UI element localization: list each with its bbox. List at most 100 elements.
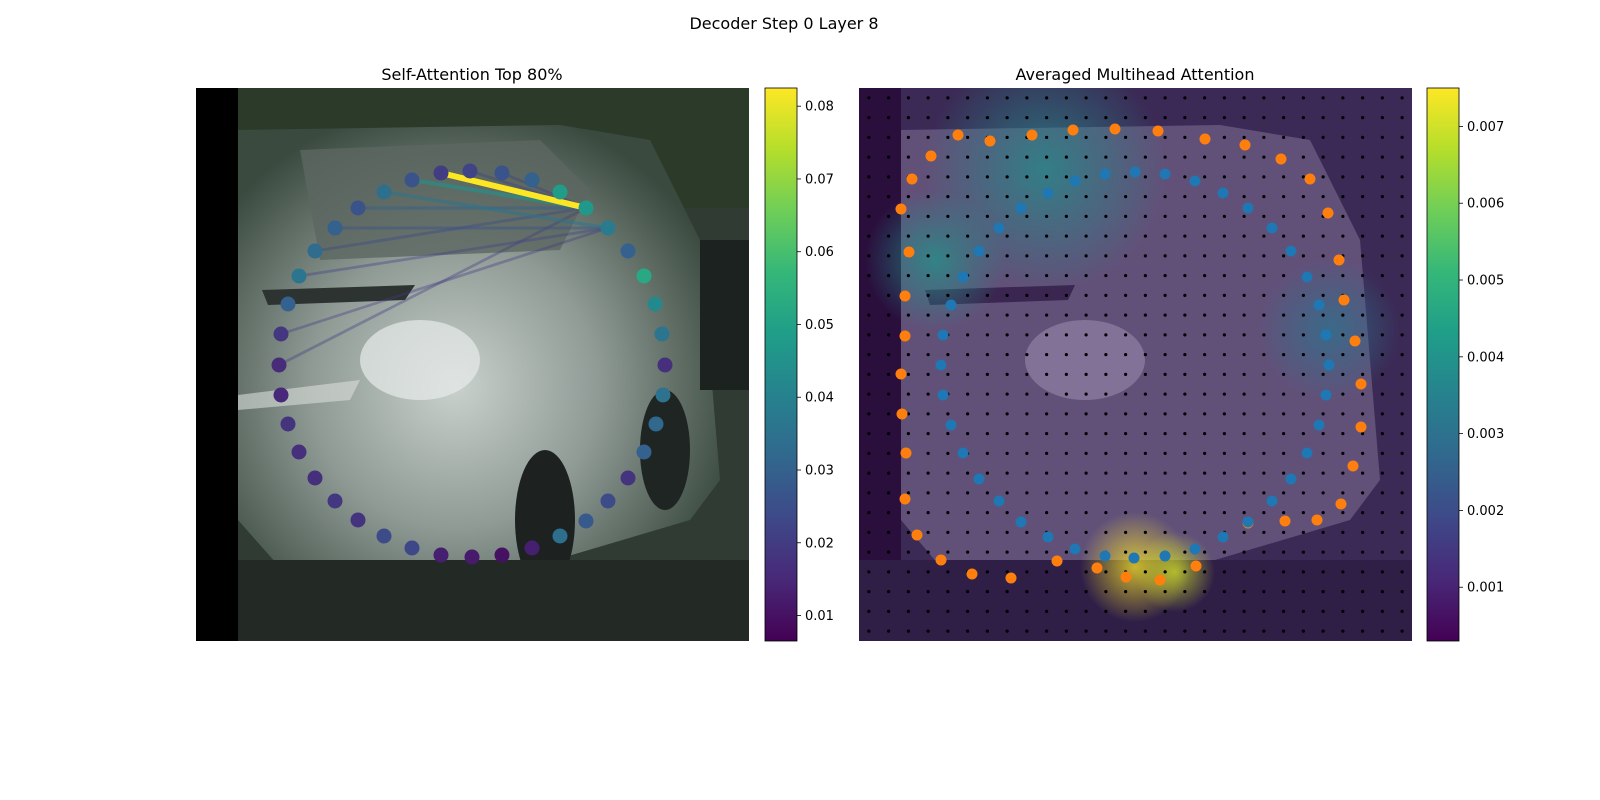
grid-point: [1222, 214, 1226, 218]
grid-point: [1262, 175, 1266, 179]
grid-point: [1361, 195, 1365, 199]
grid-point: [1025, 412, 1029, 416]
colorbar-tick-label: 0.004: [1467, 350, 1504, 365]
grid-point: [1104, 471, 1108, 475]
grid-point: [1321, 353, 1325, 357]
grid-point: [1064, 155, 1068, 159]
grid-point: [966, 372, 970, 376]
grid-point: [1262, 293, 1266, 297]
grid-point: [1222, 451, 1226, 455]
grid-point: [1183, 155, 1187, 159]
grid-point: [1104, 491, 1108, 495]
colorbar-tick-label: 0.05: [805, 318, 834, 333]
grid-point: [1282, 135, 1286, 139]
grid-point: [1380, 353, 1384, 357]
grid-point: [985, 491, 989, 495]
orange-point: [1120, 571, 1132, 583]
grid-point: [1025, 96, 1029, 100]
grid-point: [1045, 353, 1049, 357]
grid-point: [1361, 116, 1365, 120]
grid-point: [1380, 590, 1384, 594]
grid-point: [1045, 629, 1049, 633]
grid-point: [985, 629, 989, 633]
grid-point: [1361, 175, 1365, 179]
grid-point: [1262, 313, 1266, 317]
grid-point: [1301, 570, 1305, 574]
attention-point: [654, 326, 670, 342]
grid-point: [1341, 570, 1345, 574]
grid-point: [906, 530, 910, 534]
grid-point: [1104, 135, 1108, 139]
grid-point: [1400, 511, 1404, 515]
blue-point: [973, 473, 985, 485]
grid-point: [985, 471, 989, 475]
blue-point: [935, 359, 947, 371]
grid-point: [1262, 491, 1266, 495]
grid-point: [1025, 451, 1029, 455]
grid-point: [1341, 372, 1345, 376]
grid-point: [1380, 570, 1384, 574]
grid-point: [966, 609, 970, 613]
grid-point: [1380, 116, 1384, 120]
grid-point: [1025, 570, 1029, 574]
grid-point: [1400, 609, 1404, 613]
grid-point: [1242, 96, 1246, 100]
left-panel-title: Self-Attention Top 80%: [381, 65, 562, 84]
grid-point: [1124, 629, 1128, 633]
grid-point: [1222, 432, 1226, 436]
orange-point: [899, 330, 911, 342]
grid-point: [1222, 333, 1226, 337]
grid-point: [1321, 432, 1325, 436]
grid-point: [1104, 412, 1108, 416]
grid-point: [867, 175, 871, 179]
grid-point: [1163, 471, 1167, 475]
grid-point: [966, 550, 970, 554]
attention-point: [524, 540, 540, 556]
grid-point: [1183, 432, 1187, 436]
grid-point: [1262, 412, 1266, 416]
grid-point: [887, 432, 891, 436]
grid-point: [1084, 412, 1088, 416]
orange-point: [1311, 514, 1323, 526]
grid-point: [867, 629, 871, 633]
grid-point: [887, 530, 891, 534]
grid-point: [1361, 629, 1365, 633]
blue-point: [945, 419, 957, 431]
grid-point: [1005, 372, 1009, 376]
grid-point: [1143, 629, 1147, 633]
grid-point: [1183, 372, 1187, 376]
grid-point: [887, 550, 891, 554]
grid-point: [1262, 432, 1266, 436]
grid-point: [906, 353, 910, 357]
grid-point: [1321, 550, 1325, 554]
attention-point: [327, 493, 343, 509]
grid-point: [1341, 313, 1345, 317]
grid-point: [1301, 116, 1305, 120]
grid-point: [1005, 609, 1009, 613]
grid-point: [1222, 609, 1226, 613]
orange-point: [1349, 335, 1361, 347]
grid-point: [1005, 293, 1009, 297]
grid-point: [985, 353, 989, 357]
colorbar-tick-label: 0.02: [805, 536, 834, 551]
grid-point: [1321, 412, 1325, 416]
grid-point: [1242, 214, 1246, 218]
grid-point: [1045, 293, 1049, 297]
grid-point: [1262, 155, 1266, 159]
orange-point: [1026, 129, 1038, 141]
grid-point: [867, 471, 871, 475]
grid-point: [1124, 96, 1128, 100]
attention-point: [462, 163, 478, 179]
grid-point: [946, 214, 950, 218]
colorbar-tick-label: 0.003: [1467, 427, 1504, 442]
grid-point: [1361, 254, 1365, 258]
grid-point: [926, 432, 930, 436]
grid-point: [966, 432, 970, 436]
attention-point: [620, 243, 636, 259]
grid-point: [966, 412, 970, 416]
grid-point: [1282, 214, 1286, 218]
grid-point: [1380, 609, 1384, 613]
grid-point: [966, 234, 970, 238]
grid-point: [1242, 135, 1246, 139]
grid-point: [1104, 195, 1108, 199]
